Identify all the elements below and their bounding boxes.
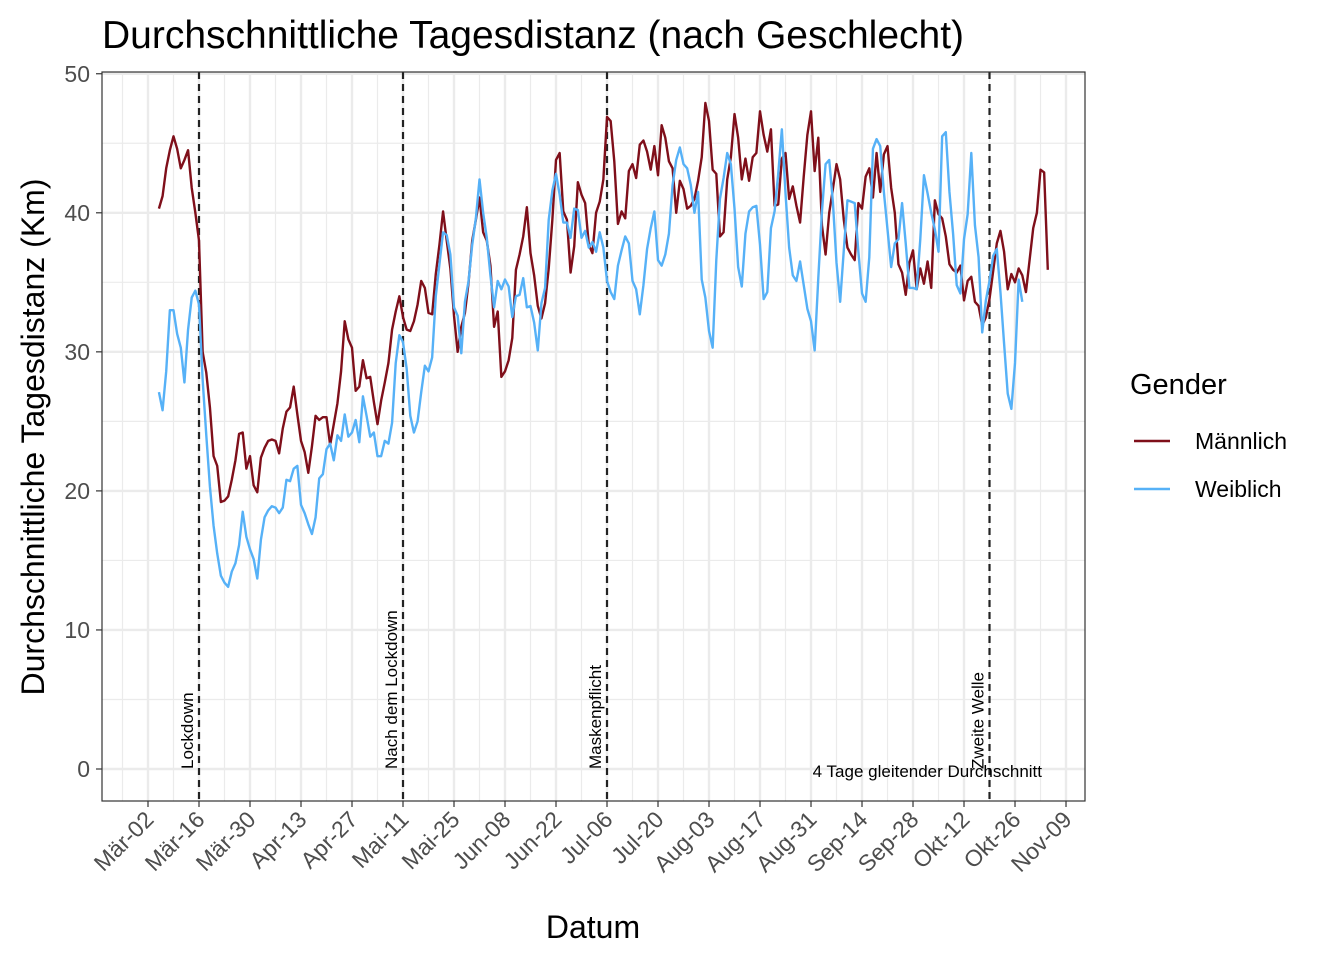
event-label: Nach dem Lockdown — [382, 610, 401, 769]
legend-label: Männlich — [1195, 428, 1287, 454]
x-tick-label: Okt-12 — [907, 806, 974, 873]
event-label: Zweite Welle — [969, 672, 988, 769]
legend: Gender Männlich Weiblich — [1130, 369, 1287, 502]
y-axis-title: Durchschnittliche Tagesdistanz (Km) — [15, 179, 51, 696]
event-label: Maskenpflicht — [586, 665, 605, 769]
grid-lines — [102, 72, 1085, 801]
y-tick-label: 40 — [64, 200, 90, 226]
chart-title: Durchschnittliche Tagesdistanz (nach Ges… — [102, 14, 964, 57]
x-axis-title: Datum — [546, 909, 640, 945]
legend-label: Weiblich — [1195, 476, 1282, 502]
event-label: Lockdown — [178, 692, 197, 769]
y-tick-label: 20 — [64, 478, 90, 504]
event-lines: Lockdown Nach dem Lockdown Maskenpflicht Zw… — [178, 72, 991, 801]
series-line — [157, 101, 1049, 504]
chart-caption: 4 Tage gleitender Durchschnitt — [813, 762, 1043, 781]
y-tick-label: 50 — [64, 61, 90, 87]
x-tick-label: Jul-06 — [555, 806, 618, 869]
x-tick-label: Apr-13 — [244, 806, 311, 873]
x-tick-label: Apr-27 — [295, 806, 362, 873]
y-tick-label: 10 — [64, 617, 90, 643]
y-tick-label: 0 — [77, 756, 90, 782]
plot-panel: Lockdown Nach dem Lockdown Maskenpflicht Zw… — [101, 71, 1086, 802]
y-tick-label: 30 — [64, 339, 90, 365]
series-layer — [157, 101, 1049, 589]
series-line — [157, 128, 1024, 589]
x-axis: Mär-02Mär-16Mär-30Apr-13Apr-27Mai-11Mai-… — [89, 801, 1077, 877]
y-axis: 0 10 20 30 40 50 — [64, 61, 102, 782]
x-tick-label: Jun-22 — [498, 806, 566, 874]
legend-title: Gender — [1130, 369, 1227, 401]
